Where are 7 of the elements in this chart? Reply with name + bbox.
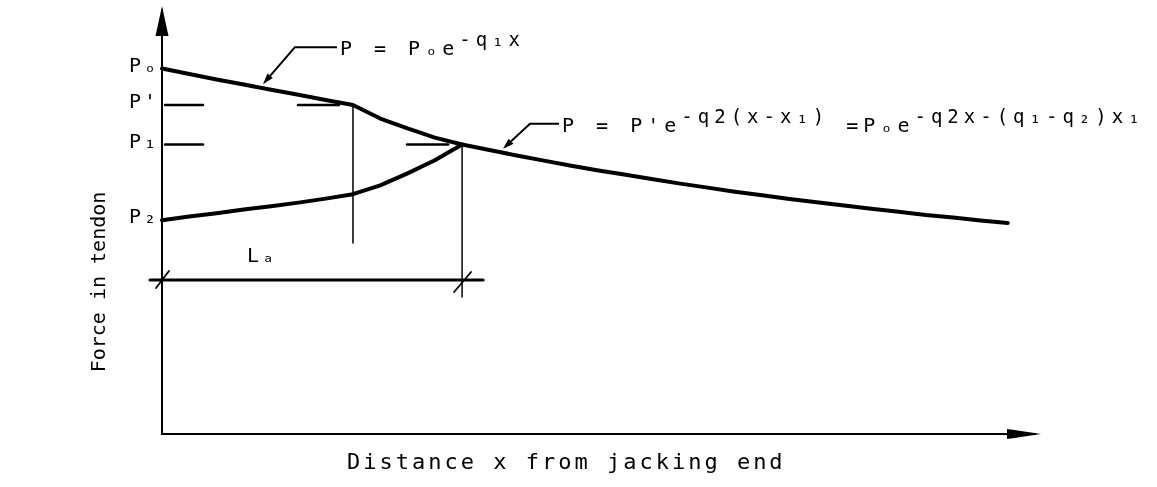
- text: Pₒ: [129, 51, 160, 79]
- annotation: Lₐ: [247, 242, 278, 270]
- text: P₁: [129, 127, 160, 155]
- x-axis-title: Distance x from jacking end: [347, 448, 786, 477]
- y-axis-title: Force in tendon: [86, 191, 110, 373]
- text: P': [129, 88, 160, 116]
- text: P₂: [129, 203, 160, 231]
